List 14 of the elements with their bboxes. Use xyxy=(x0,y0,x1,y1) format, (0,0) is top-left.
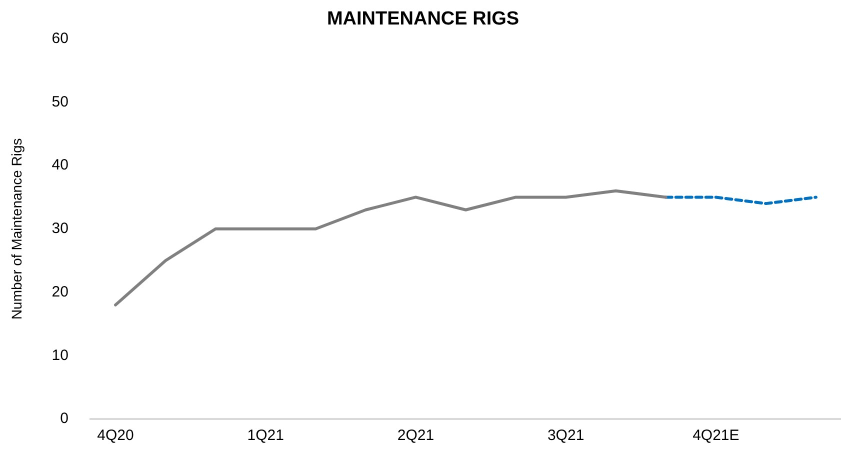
y-tick-label: 50 xyxy=(52,93,68,110)
y-tick-label: 0 xyxy=(60,410,68,428)
x-tick-label: 4Q21E xyxy=(692,427,740,444)
chart-title: MAINTENANCE RIGS xyxy=(326,8,520,30)
y-tick-label: 60 xyxy=(52,30,68,47)
x-tick-label: 4Q20 xyxy=(97,427,134,444)
y-tick-label: 10 xyxy=(52,346,68,364)
y-tick-label: 30 xyxy=(52,220,68,238)
x-tick-label: 2Q21 xyxy=(397,427,434,444)
y-tick-label: 40 xyxy=(52,156,68,174)
x-tick-label: 1Q21 xyxy=(247,427,284,444)
x-tick-label: 3Q21 xyxy=(547,427,584,444)
y-axis-title: Number of Maintenance Rigs xyxy=(8,138,24,320)
y-tick-label: 20 xyxy=(52,283,68,300)
